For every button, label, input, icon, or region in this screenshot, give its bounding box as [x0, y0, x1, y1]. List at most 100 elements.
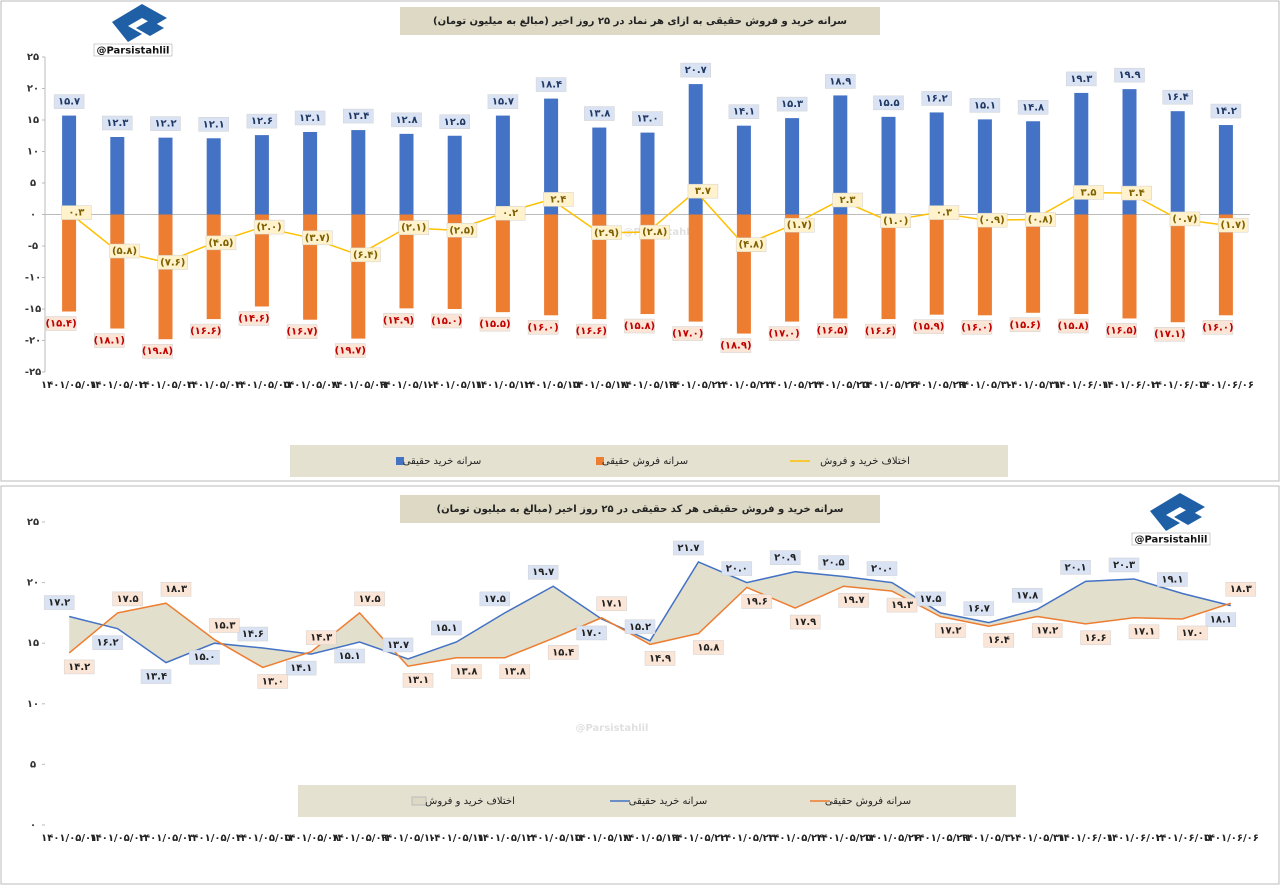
data-label: (۱۷.۰)	[768, 329, 799, 340]
data-label: (۲.۹)	[594, 228, 619, 239]
x-tick-label: ۱۴۰۱/۰۵/۱۸	[571, 380, 627, 391]
data-label: ۱۶.۲	[97, 638, 119, 649]
logo-tag	[1131, 532, 1211, 546]
label-box	[302, 230, 333, 246]
bar	[688, 84, 703, 215]
label-box	[584, 106, 615, 121]
label-box	[825, 74, 856, 89]
data-label: ۱۶.۲	[926, 93, 948, 104]
label-box	[1154, 326, 1185, 342]
x-tick-label: ۱۴۰۱/۰۵/۳۰	[957, 380, 1013, 391]
label-box	[61, 205, 92, 220]
bar	[929, 214, 944, 315]
x-tick-label: ۱۴۰۱/۰۶/۰۲	[1101, 380, 1157, 391]
label-box	[866, 561, 898, 576]
logo-icon	[112, 4, 167, 42]
bar	[544, 98, 559, 215]
chart-title: سرانه خرید و فروش حقیقی به ازای هر نماد …	[433, 16, 847, 27]
label-box	[672, 326, 703, 341]
data-label: ۱۵.۸	[697, 643, 719, 654]
data-label: ۱۵.۱	[974, 100, 996, 111]
label-box	[398, 220, 429, 235]
label-box	[286, 324, 318, 339]
data-label: ۱۵.۰	[193, 652, 215, 663]
label-box	[354, 591, 385, 607]
label-box	[451, 664, 482, 679]
x-tick-label: ۱۴۰۱/۰۶/۰۵	[1150, 380, 1206, 391]
label-box	[205, 235, 237, 251]
x-tick-label: ۱۴۰۱/۰۵/۰۱	[41, 380, 97, 391]
bar	[833, 95, 848, 215]
label-box	[1121, 185, 1152, 201]
data-label: ۱۴.۲	[1215, 106, 1237, 117]
data-label: ۱۷.۱	[1133, 627, 1155, 638]
x-tick-label: ۱۴۰۱/۰۵/۰۹	[330, 380, 386, 391]
data-label: (۳.۷)	[305, 233, 330, 244]
label-box	[294, 110, 326, 126]
data-label: ۱۸.۱	[1210, 615, 1232, 626]
data-label: (۱۵.۸)	[1058, 321, 1089, 332]
x-tick-label: ۱۴۰۱/۰۵/۰۴	[186, 380, 242, 391]
label-box	[1025, 212, 1056, 227]
label-box	[928, 205, 960, 220]
label-box	[257, 674, 289, 689]
label-box	[596, 596, 627, 611]
bar	[495, 115, 510, 215]
y-tick-label: ۵	[30, 178, 36, 189]
label-box	[1009, 317, 1041, 333]
label-box	[112, 591, 143, 607]
data-label: ۱۳.۴	[347, 111, 369, 122]
x-tick-label: ۱۴۰۱/۰۵/۰۳	[137, 380, 193, 391]
legend-swatch	[396, 457, 404, 465]
data-label: ۳.۵	[1081, 187, 1097, 198]
data-label: ۱۵.۳	[781, 99, 803, 110]
label-box	[1106, 323, 1137, 338]
data-label: ۱۴.۲	[68, 662, 90, 673]
bar	[254, 135, 269, 215]
data-label: ۱۹.۷	[532, 567, 554, 578]
x-tick-label: ۱۴۰۱/۰۵/۱۰	[380, 833, 436, 844]
label-box	[591, 225, 622, 241]
y-tick-label: ۱۰	[27, 699, 39, 710]
label-box	[1128, 624, 1160, 639]
data-label: (۴.۸)	[739, 240, 764, 251]
label-box	[150, 116, 181, 131]
data-label: (۱.۷)	[1221, 220, 1246, 231]
label-box	[1210, 103, 1242, 119]
label-box	[693, 640, 724, 655]
y-tick-label: ۱۰	[27, 147, 39, 158]
label-box	[198, 117, 229, 132]
label-box	[43, 595, 75, 610]
data-label: (۲.۰)	[257, 222, 282, 233]
label-box	[1217, 217, 1249, 233]
label-box	[1157, 572, 1188, 587]
bar	[1218, 214, 1233, 316]
data-label: ۱۴.۱	[290, 663, 312, 674]
bar	[785, 118, 800, 215]
label-box	[334, 648, 365, 664]
label-box	[140, 669, 172, 684]
bar	[1218, 125, 1233, 215]
data-label: ۱۲.۸	[395, 115, 417, 126]
bar	[640, 132, 655, 215]
data-label: ۱۷.۲	[939, 626, 961, 637]
label-box	[53, 94, 85, 109]
x-tick-label: ۱۴۰۱/۰۵/۳۱	[1005, 380, 1061, 391]
data-label: (۷.۶)	[160, 257, 185, 268]
x-tick-label: ۱۴۰۱/۰۵/۲۲	[670, 833, 726, 844]
data-label: ۱۷.۵	[117, 594, 139, 605]
label-box	[1073, 185, 1104, 200]
y-tick-label: ۲۰	[27, 578, 39, 589]
x-tick-label: ۱۴۰۱/۰۵/۲۶	[864, 833, 920, 844]
data-label: ۱۹.۶	[746, 596, 768, 607]
label-box	[237, 626, 269, 642]
data-label: ۱۵.۱	[339, 651, 361, 662]
data-label: ۱۳.۸	[588, 109, 610, 120]
x-tick-label: ۱۴۰۱/۰۵/۱۱	[427, 380, 483, 391]
label-box	[63, 659, 95, 675]
line	[68, 585, 1232, 669]
data-label: (۰.۹)	[980, 215, 1005, 226]
label-box	[527, 564, 559, 580]
title-box	[400, 7, 880, 35]
